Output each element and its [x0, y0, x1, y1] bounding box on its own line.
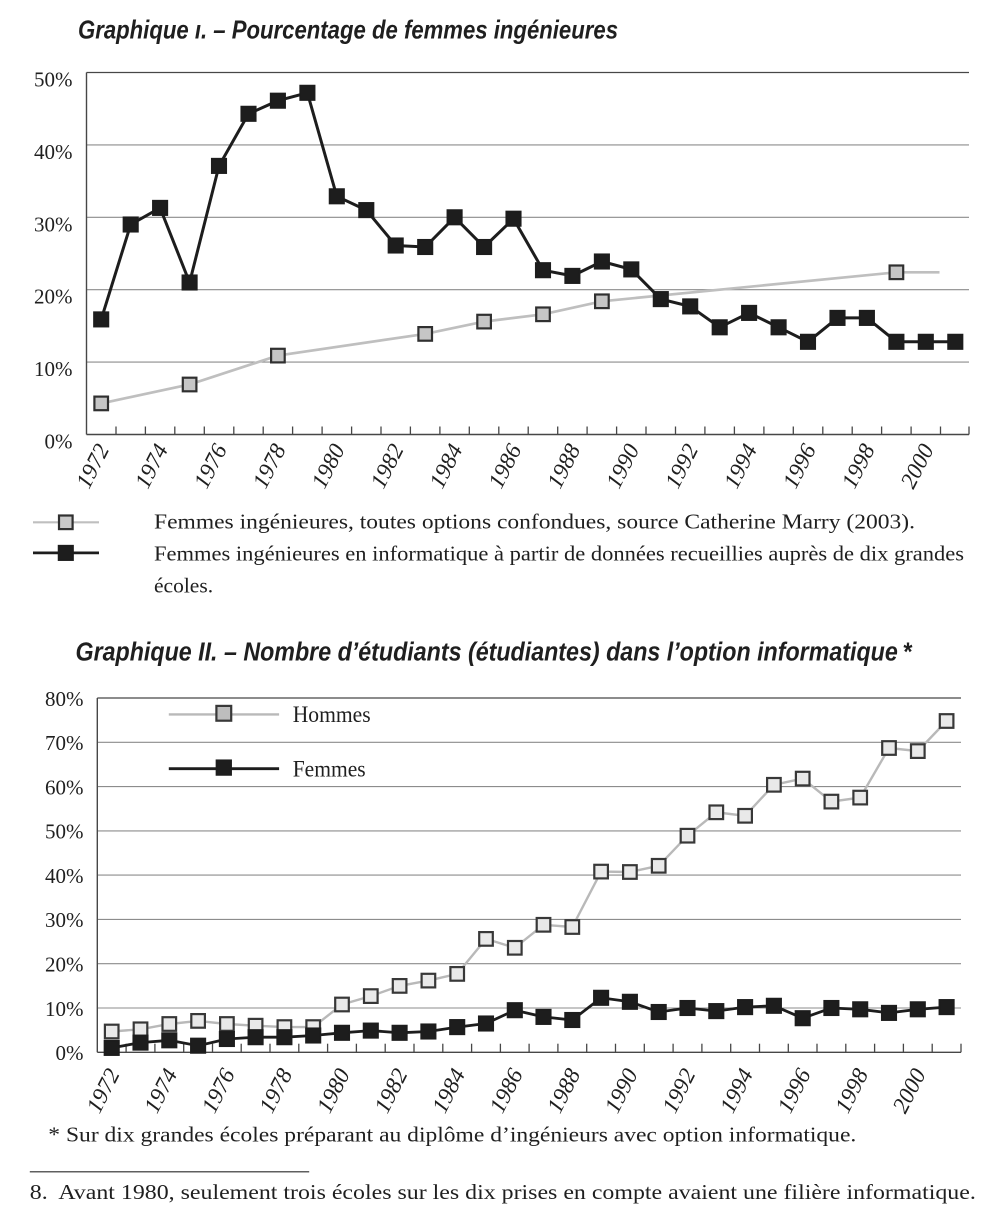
svg-text:80%: 80%: [45, 687, 84, 711]
svg-text:70%: 70%: [45, 731, 84, 755]
svg-text:1978: 1978: [248, 439, 291, 492]
svg-text:1994: 1994: [715, 1065, 758, 1117]
svg-text:1974: 1974: [130, 440, 173, 492]
svg-text:1996: 1996: [772, 1064, 815, 1117]
svg-text:Graphique II. – Nombre d’étudi: Graphique II. – Nombre d’étudiants (étud…: [76, 639, 913, 667]
svg-text:1980: 1980: [307, 439, 350, 492]
svg-text:60%: 60%: [45, 775, 84, 799]
svg-text:Graphique ı. – Pourcentage de: Graphique ı. – Pourcentage de femmes ing…: [78, 15, 618, 45]
svg-text:2000: 2000: [888, 1064, 931, 1117]
svg-text:1972: 1972: [71, 440, 114, 492]
svg-text:10%: 10%: [45, 997, 84, 1021]
svg-text:1990: 1990: [600, 1064, 643, 1117]
svg-text:1984: 1984: [427, 1065, 470, 1117]
svg-text:50%: 50%: [45, 820, 84, 844]
svg-text:* Sur dix grandes écoles prépa: * Sur dix grandes écoles préparant au di…: [48, 1123, 856, 1147]
svg-text:0%: 0%: [56, 1041, 84, 1065]
svg-text:1986: 1986: [485, 1064, 528, 1117]
svg-text:1974: 1974: [139, 1065, 182, 1117]
svg-text:1980: 1980: [312, 1064, 355, 1117]
svg-text:1990: 1990: [601, 439, 644, 492]
svg-text:1986: 1986: [483, 439, 526, 492]
svg-text:2000: 2000: [896, 439, 939, 492]
svg-text:30%: 30%: [45, 908, 84, 932]
svg-text:40%: 40%: [45, 864, 84, 888]
svg-text:1998: 1998: [830, 1064, 873, 1117]
svg-text:1988: 1988: [542, 1064, 585, 1117]
svg-text:Femmes: Femmes: [293, 757, 366, 782]
svg-text:0%: 0%: [45, 430, 73, 454]
svg-text:1982: 1982: [369, 1065, 412, 1117]
svg-text:1992: 1992: [660, 440, 703, 492]
svg-text:1978: 1978: [254, 1064, 297, 1117]
svg-text:10%: 10%: [34, 357, 73, 381]
svg-text:1994: 1994: [719, 440, 762, 492]
svg-text:8. Avant 1980, seulement troi: 8. Avant 1980, seulement trois écoles su…: [30, 1180, 976, 1204]
svg-text:30%: 30%: [34, 212, 73, 236]
svg-text:1998: 1998: [837, 439, 880, 492]
svg-text:1984: 1984: [424, 440, 467, 492]
svg-text:20%: 20%: [45, 953, 84, 977]
svg-text:1988: 1988: [542, 439, 585, 492]
svg-text:Hommes: Hommes: [293, 702, 371, 727]
svg-text:1982: 1982: [365, 440, 408, 492]
svg-text:1992: 1992: [657, 1065, 700, 1117]
svg-text:1972: 1972: [81, 1065, 124, 1117]
svg-text:20%: 20%: [34, 285, 73, 309]
svg-text:1976: 1976: [197, 1064, 240, 1117]
svg-text:40%: 40%: [34, 140, 73, 164]
svg-text:Femmes ingénieures, toutes opt: Femmes ingénieures, toutes options confo…: [154, 510, 915, 534]
svg-text:Femmes ingénieures en informat: Femmes ingénieures en informatique à par…: [154, 542, 964, 566]
svg-text:1996: 1996: [778, 439, 821, 492]
svg-text:écoles.: écoles.: [154, 574, 213, 598]
svg-text:1976: 1976: [189, 439, 232, 492]
svg-text:50%: 50%: [34, 68, 73, 92]
